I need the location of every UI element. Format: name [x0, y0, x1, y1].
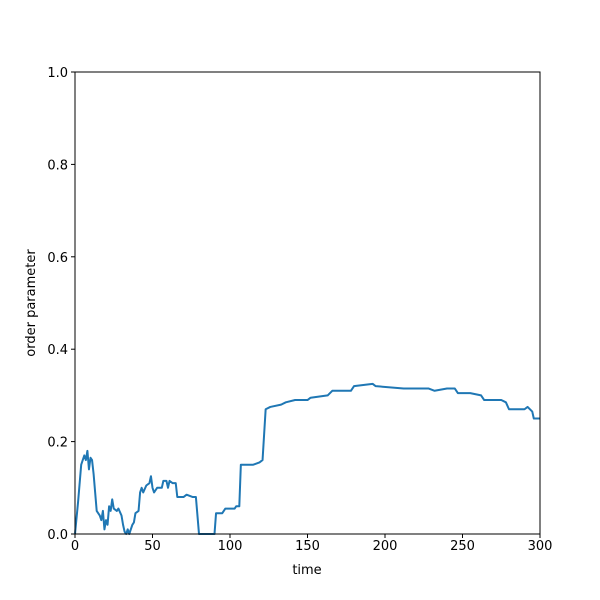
x-tick-label: 200 — [373, 539, 398, 554]
x-tick-label: 250 — [450, 539, 475, 554]
x-tick-label: 100 — [218, 539, 243, 554]
y-tick-label: 0.8 — [47, 158, 68, 173]
y-axis-label: order parameter — [24, 249, 39, 357]
y-tick-label: 1.0 — [47, 66, 68, 81]
line-series — [74, 382, 540, 535]
x-tick-label: 50 — [144, 539, 161, 554]
y-tick-label: 0.6 — [47, 251, 68, 266]
y-tick-label: 0.0 — [47, 528, 68, 543]
x-tick-label: 0 — [71, 539, 79, 554]
y-tick-label: 0.4 — [47, 343, 68, 358]
x-tick-label: 150 — [295, 539, 320, 554]
plot-frame — [74, 71, 541, 535]
y-tick-label: 0.2 — [47, 436, 68, 451]
x-tick-label: 300 — [528, 539, 553, 554]
x-axis-label: time — [292, 563, 321, 578]
